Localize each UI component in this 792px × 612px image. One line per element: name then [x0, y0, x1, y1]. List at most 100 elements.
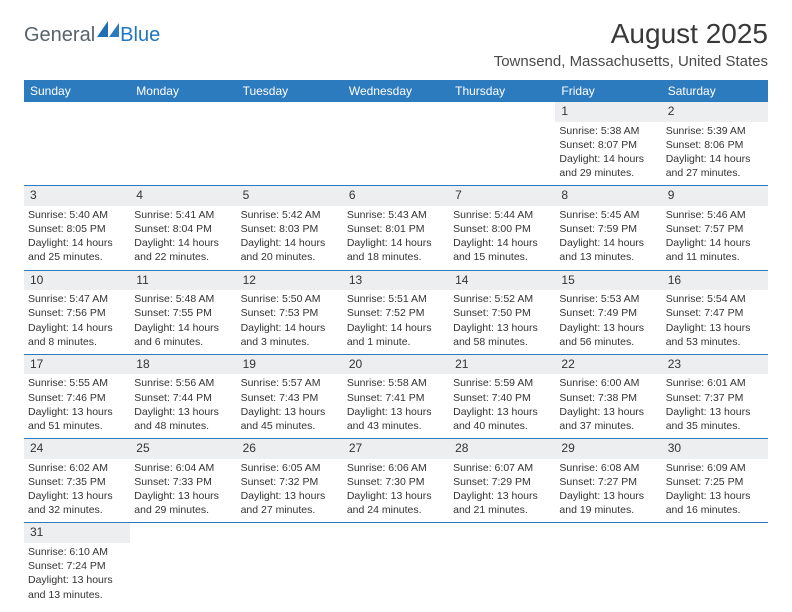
daylight-text-1: Daylight: 13 hours	[453, 489, 551, 503]
daylight-text-1: Daylight: 13 hours	[241, 405, 339, 419]
week-details-row: Sunrise: 5:55 AMSunset: 7:46 PMDaylight:…	[24, 374, 768, 438]
week-daynum-row: 12	[24, 102, 768, 122]
day-details-cell: Sunrise: 6:06 AMSunset: 7:30 PMDaylight:…	[343, 459, 449, 523]
calendar-table: Sunday Monday Tuesday Wednesday Thursday…	[24, 80, 768, 607]
week-daynum-row: 10111213141516	[24, 270, 768, 290]
day-details-cell: Sunrise: 5:38 AMSunset: 8:07 PMDaylight:…	[555, 122, 661, 186]
sunrise-text: Sunrise: 5:48 AM	[134, 292, 232, 306]
day-details-cell	[343, 122, 449, 186]
day-number-cell	[555, 523, 661, 543]
day-number-cell	[24, 102, 130, 122]
week-details-row: Sunrise: 6:02 AMSunset: 7:35 PM Daylight:…	[24, 459, 768, 523]
week-daynum-row: 31	[24, 523, 768, 543]
sunset-text: Sunset: 7:35 PM	[28, 475, 126, 489]
day-details-cell: Sunrise: 5:55 AMSunset: 7:46 PMDaylight:…	[24, 374, 130, 438]
sunrise-text: Sunrise: 5:50 AM	[241, 292, 339, 306]
day-details-cell: Sunrise: 5:51 AMSunset: 7:52 PMDaylight:…	[343, 290, 449, 354]
daylight-text-2: and 6 minutes.	[134, 335, 232, 349]
day-header-row: Sunday Monday Tuesday Wednesday Thursday…	[24, 80, 768, 102]
day-header: Monday	[130, 80, 236, 102]
day-number-cell: 14	[449, 270, 555, 290]
week-daynum-row: 24252627282930	[24, 439, 768, 459]
logo-text-general: General	[24, 24, 95, 47]
day-number-cell: 4	[130, 186, 236, 206]
day-details-cell	[130, 122, 236, 186]
daylight-text-1: Daylight: 14 hours	[559, 152, 657, 166]
day-number-cell: 15	[555, 270, 661, 290]
sunset-text: Sunset: 7:57 PM	[666, 222, 764, 236]
sunrise-text: Sunrise: 5:59 AM	[453, 376, 551, 390]
daylight-text-1: Daylight: 13 hours	[559, 321, 657, 335]
day-details-cell: Sunrise: 6:10 AMSunset: 7:24 PMDaylight:…	[24, 543, 130, 607]
daylight-text-1: Daylight: 13 hours	[134, 405, 232, 419]
location-subtitle: Townsend, Massachusetts, United States	[494, 53, 768, 70]
day-details-cell	[343, 543, 449, 607]
sunset-text: Sunset: 8:03 PM	[241, 222, 339, 236]
day-number-cell: 20	[343, 354, 449, 374]
day-details-cell: Sunrise: 5:48 AMSunset: 7:55 PMDaylight:…	[130, 290, 236, 354]
sunrise-text: Sunrise: 6:02 AM	[28, 461, 126, 475]
sunrise-text: Sunrise: 5:38 AM	[559, 124, 657, 138]
sunset-text: Sunset: 7:50 PM	[453, 306, 551, 320]
day-number-cell: 18	[130, 354, 236, 374]
sunset-text: Sunset: 7:55 PM	[134, 306, 232, 320]
daylight-text-2: and 40 minutes.	[453, 419, 551, 433]
logo-sail-icon	[97, 21, 119, 39]
daylight-text-2: and 29 minutes.	[559, 166, 657, 180]
daylight-text-2: and 48 minutes.	[134, 419, 232, 433]
day-details-cell: Sunrise: 6:02 AMSunset: 7:35 PMDaylight:…	[24, 459, 130, 523]
sunrise-text: Sunrise: 5:45 AM	[559, 208, 657, 222]
sunset-text: Sunset: 7:59 PM	[559, 222, 657, 236]
day-details-cell: Sunrise: 5:46 AMSunset: 7:57 PMDaylight:…	[662, 206, 768, 270]
sunrise-text: Sunrise: 5:52 AM	[453, 292, 551, 306]
daylight-text-1: Daylight: 13 hours	[347, 489, 445, 503]
sunset-text: Sunset: 8:04 PM	[134, 222, 232, 236]
day-details-cell: Sunrise: 6:05 AMSunset: 7:32 PMDaylight:…	[237, 459, 343, 523]
day-number-cell: 22	[555, 354, 661, 374]
day-details-cell: Sunrise: 5:43 AMSunset: 8:01 PMDaylight:…	[343, 206, 449, 270]
day-details-cell: Sunrise: 6:01 AMSunset: 7:37 PMDaylight:…	[662, 374, 768, 438]
week-details-row: Sunrise: 5:47 AMSunset: 7:56 PMDaylight:…	[24, 290, 768, 354]
day-details-cell: Sunrise: 5:50 AMSunset: 7:53 PMDaylight:…	[237, 290, 343, 354]
daylight-text-1: Daylight: 14 hours	[28, 321, 126, 335]
daylight-text-1: Daylight: 13 hours	[666, 405, 764, 419]
sunset-text: Sunset: 7:52 PM	[347, 306, 445, 320]
day-details-cell: Sunrise: 5:52 AMSunset: 7:50 PMDaylight:…	[449, 290, 555, 354]
daylight-text-2: and 27 minutes.	[241, 503, 339, 517]
sunset-text: Sunset: 7:25 PM	[666, 475, 764, 489]
day-number-cell: 2	[662, 102, 768, 122]
sunrise-text: Sunrise: 5:46 AM	[666, 208, 764, 222]
daylight-text-1: Daylight: 13 hours	[453, 321, 551, 335]
sunrise-text: Sunrise: 5:54 AM	[666, 292, 764, 306]
sunrise-text: Sunrise: 5:55 AM	[28, 376, 126, 390]
day-details-cell: Sunrise: 6:08 AMSunset: 7:27 PMDaylight:…	[555, 459, 661, 523]
daylight-text-1: Daylight: 13 hours	[453, 405, 551, 419]
daylight-text-1: Daylight: 14 hours	[347, 321, 445, 335]
sunset-text: Sunset: 7:30 PM	[347, 475, 445, 489]
day-number-cell: 9	[662, 186, 768, 206]
sunrise-text: Sunrise: 6:06 AM	[347, 461, 445, 475]
daylight-text-2: and 1 minute.	[347, 335, 445, 349]
day-details-cell: Sunrise: 5:41 AMSunset: 8:04 PMDaylight:…	[130, 206, 236, 270]
sunset-text: Sunset: 7:56 PM	[28, 306, 126, 320]
day-details-cell: Sunrise: 5:57 AMSunset: 7:43 PMDaylight:…	[237, 374, 343, 438]
sunset-text: Sunset: 7:37 PM	[666, 391, 764, 405]
day-details-cell	[449, 543, 555, 607]
day-details-cell	[555, 543, 661, 607]
sunrise-text: Sunrise: 5:43 AM	[347, 208, 445, 222]
day-number-cell: 25	[130, 439, 236, 459]
day-details-cell: Sunrise: 5:47 AMSunset: 7:56 PMDaylight:…	[24, 290, 130, 354]
daylight-text-2: and 8 minutes.	[28, 335, 126, 349]
day-number-cell: 28	[449, 439, 555, 459]
sunset-text: Sunset: 7:43 PM	[241, 391, 339, 405]
daylight-text-1: Daylight: 13 hours	[559, 405, 657, 419]
day-number-cell	[449, 523, 555, 543]
daylight-text-2: and 18 minutes.	[347, 250, 445, 264]
daylight-text-2: and 45 minutes.	[241, 419, 339, 433]
day-header: Friday	[555, 80, 661, 102]
month-title: August 2025	[494, 18, 768, 50]
sunrise-text: Sunrise: 5:47 AM	[28, 292, 126, 306]
daylight-text-1: Daylight: 14 hours	[134, 236, 232, 250]
sunrise-text: Sunrise: 5:58 AM	[347, 376, 445, 390]
daylight-text-1: Daylight: 13 hours	[28, 573, 126, 587]
